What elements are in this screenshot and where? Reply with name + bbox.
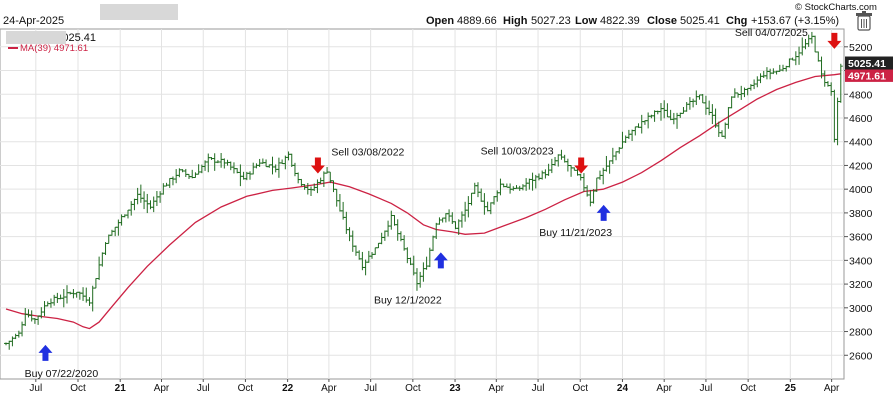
trash-icon[interactable] <box>856 11 872 31</box>
sell-arrow <box>827 32 842 49</box>
ma-line-group <box>5 73 841 330</box>
x-tick-label: Apr <box>489 383 505 394</box>
sell-arrow <box>310 157 325 174</box>
y-tick-label: 3800 <box>849 208 873 220</box>
open-value: 4889.66 <box>457 15 497 27</box>
header-date: 24-Apr-2025 <box>3 15 64 27</box>
high-label: High <box>503 15 528 27</box>
y-tick-label: 5200 <box>849 42 873 54</box>
buy-arrow <box>433 252 448 269</box>
close-label: Close <box>647 15 677 27</box>
low-value: 4822.39 <box>600 15 640 27</box>
ma-value-tag-box <box>845 68 893 82</box>
ma-value-tag: 4971.61 <box>848 70 886 82</box>
buy-signal-label: Buy 07/22/2020 <box>25 368 99 380</box>
y-tick-label: 4200 <box>849 160 873 172</box>
x-tick-label: 25 <box>785 383 797 394</box>
x-tick-label: Jul <box>532 383 545 394</box>
buy-arrow <box>38 344 53 361</box>
signals-group: Buy 07/22/2020 Sell 03/08/2022 Buy 12/1/20… <box>25 27 842 380</box>
x-tick-label: Apr <box>154 383 170 394</box>
x-tick-label: Apr <box>824 383 840 394</box>
y-tick-label: 3200 <box>849 279 873 291</box>
last-price-tag-box <box>845 56 893 70</box>
sell-signal-label: Sell 10/03/2023 <box>481 145 554 157</box>
y-tick-label: 2600 <box>849 350 873 362</box>
x-tick-label: Jul <box>29 383 42 394</box>
plot-area <box>0 28 845 380</box>
chg-label: Chg <box>726 15 747 27</box>
close-value: 5025.41 <box>680 15 720 27</box>
x-tick-label: 23 <box>449 383 461 394</box>
symbol-blank-box <box>100 4 178 20</box>
y-tick-label: 4800 <box>849 89 873 101</box>
watermark: © StockCharts.com <box>795 2 877 13</box>
low-label: Low <box>575 15 597 27</box>
x-tick-label: 22 <box>282 383 294 394</box>
x-tick-label: Oct <box>238 383 254 394</box>
sell-signal-label: Sell 03/08/2022 <box>331 146 404 158</box>
x-tick-label: Oct <box>70 383 86 394</box>
x-tick-label: Apr <box>321 383 337 394</box>
price-bar <box>838 63 843 103</box>
x-tick-label: Oct <box>740 383 756 394</box>
ma-line <box>5 73 841 330</box>
x-tick-label: Oct <box>572 383 588 394</box>
buy-arrow <box>596 204 611 221</box>
y-tick-label: 4000 <box>849 184 873 196</box>
legend-symbol-blank <box>6 31 66 44</box>
chg-value: +153.67 (+3.15%) <box>751 15 839 27</box>
x-tick-label: 21 <box>115 383 127 394</box>
x-tick-label: Apr <box>656 383 672 394</box>
y-tick-label: 4400 <box>849 137 873 149</box>
open-label: Open <box>426 15 454 27</box>
high-value: 5027.23 <box>531 15 571 27</box>
x-tick-label: Jul <box>197 383 210 394</box>
legend-ma: MA(39) 4971.61 <box>20 43 88 54</box>
buy-signal-label: Buy 12/1/2022 <box>374 294 442 306</box>
price-bars <box>4 31 843 350</box>
x-tick-label: 24 <box>617 383 629 394</box>
last-price-tag: 5025.41 <box>848 58 886 70</box>
y-tick-label: 3600 <box>849 232 873 244</box>
y-axis: 2600 2800 3000 3200 3400 3600 3800 4000 4200 4400… <box>844 42 893 362</box>
y-tick-label: 3400 <box>849 255 873 267</box>
buy-signal-label: Buy 11/21/2023 <box>539 227 612 239</box>
grid-lines <box>0 29 844 379</box>
sell-arrow <box>574 157 589 174</box>
x-tick-label: Jul <box>700 383 713 394</box>
x-tick-label: Jul <box>364 383 377 394</box>
x-tick-label: Oct <box>405 383 421 394</box>
y-tick-label: 3000 <box>849 303 873 315</box>
x-axis: Jul Oct 21 Apr Jul Oct 22 Apr Jul Oct 23 Apr Jul Oct 2… <box>29 379 840 394</box>
sell-signal-label: Sell 04/07/2025 <box>735 27 808 39</box>
y-tick-label: 4600 <box>849 113 873 125</box>
y-tick-label: 2800 <box>849 327 873 339</box>
